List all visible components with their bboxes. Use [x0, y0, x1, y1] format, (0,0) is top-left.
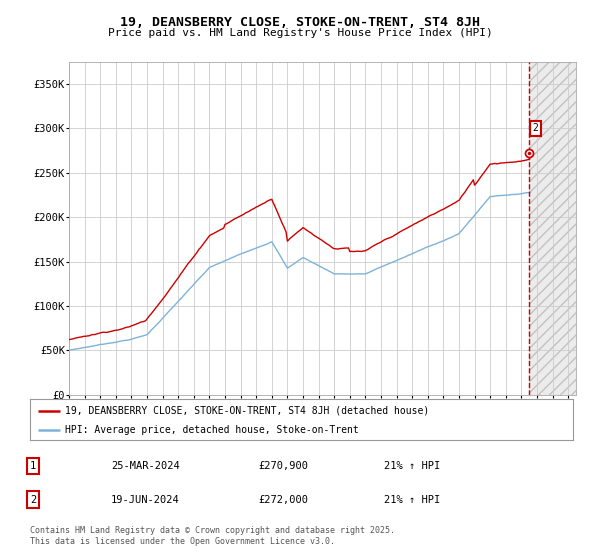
- Text: HPI: Average price, detached house, Stoke-on-Trent: HPI: Average price, detached house, Stok…: [65, 424, 359, 435]
- Text: 2: 2: [533, 123, 538, 133]
- Text: Price paid vs. HM Land Registry's House Price Index (HPI): Price paid vs. HM Land Registry's House …: [107, 28, 493, 38]
- Text: 2: 2: [30, 494, 36, 505]
- Text: 19-JUN-2024: 19-JUN-2024: [111, 494, 180, 505]
- Text: 21% ↑ HPI: 21% ↑ HPI: [384, 461, 440, 471]
- Text: £270,900: £270,900: [258, 461, 308, 471]
- Text: £272,000: £272,000: [258, 494, 308, 505]
- Bar: [529, 62, 576, 395]
- Text: 1: 1: [30, 461, 36, 471]
- Text: 19, DEANSBERRY CLOSE, STOKE-ON-TRENT, ST4 8JH (detached house): 19, DEANSBERRY CLOSE, STOKE-ON-TRENT, ST…: [65, 405, 430, 416]
- Text: 19, DEANSBERRY CLOSE, STOKE-ON-TRENT, ST4 8JH: 19, DEANSBERRY CLOSE, STOKE-ON-TRENT, ST…: [120, 16, 480, 29]
- Text: 21% ↑ HPI: 21% ↑ HPI: [384, 494, 440, 505]
- Text: Contains HM Land Registry data © Crown copyright and database right 2025.
This d: Contains HM Land Registry data © Crown c…: [30, 526, 395, 546]
- Bar: [529, 62, 576, 395]
- Text: 25-MAR-2024: 25-MAR-2024: [111, 461, 180, 471]
